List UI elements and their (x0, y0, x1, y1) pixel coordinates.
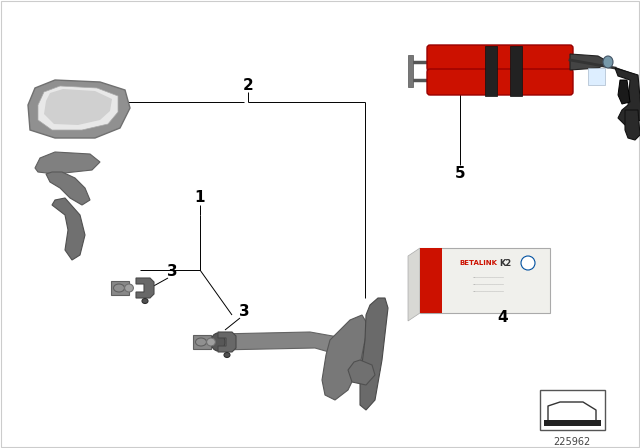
Bar (420, 248, 550, 313)
Polygon shape (570, 54, 605, 70)
Polygon shape (52, 198, 85, 260)
Ellipse shape (521, 256, 535, 270)
Bar (485, 46, 497, 96)
Ellipse shape (207, 338, 216, 346)
Polygon shape (360, 298, 388, 410)
Text: BETALINK: BETALINK (459, 260, 497, 266)
Polygon shape (38, 86, 118, 130)
FancyBboxPatch shape (427, 69, 573, 95)
Text: 3: 3 (166, 264, 177, 280)
Polygon shape (35, 152, 100, 174)
Bar (408, 55, 413, 87)
Polygon shape (322, 315, 368, 400)
Bar (540, 390, 605, 430)
Text: _______________: _______________ (472, 288, 504, 292)
Ellipse shape (603, 56, 613, 68)
Text: _______________: _______________ (472, 274, 504, 278)
Bar (420, 248, 442, 313)
Text: 4: 4 (498, 310, 508, 326)
Polygon shape (136, 278, 154, 298)
Polygon shape (46, 172, 90, 205)
Bar (544, 420, 601, 426)
Text: 225962: 225962 (554, 437, 591, 447)
Ellipse shape (211, 333, 225, 351)
Bar (193, 335, 211, 349)
Polygon shape (28, 80, 130, 138)
FancyBboxPatch shape (427, 45, 573, 71)
Polygon shape (615, 68, 640, 125)
Polygon shape (348, 360, 375, 385)
Ellipse shape (195, 338, 207, 346)
Text: 2: 2 (243, 78, 253, 92)
Polygon shape (618, 80, 630, 104)
Polygon shape (218, 332, 380, 380)
Ellipse shape (224, 353, 230, 358)
Bar (510, 46, 522, 96)
Text: K2: K2 (499, 258, 511, 267)
Polygon shape (588, 68, 605, 85)
Text: 5: 5 (454, 165, 465, 181)
Text: 3: 3 (239, 305, 250, 319)
Polygon shape (408, 248, 420, 321)
Ellipse shape (142, 298, 148, 303)
Polygon shape (218, 332, 236, 352)
Text: _______________: _______________ (472, 281, 504, 285)
Polygon shape (44, 89, 112, 125)
Bar (111, 281, 129, 295)
Text: 1: 1 (195, 190, 205, 204)
Polygon shape (625, 110, 640, 140)
Ellipse shape (113, 284, 125, 292)
Ellipse shape (125, 284, 133, 292)
